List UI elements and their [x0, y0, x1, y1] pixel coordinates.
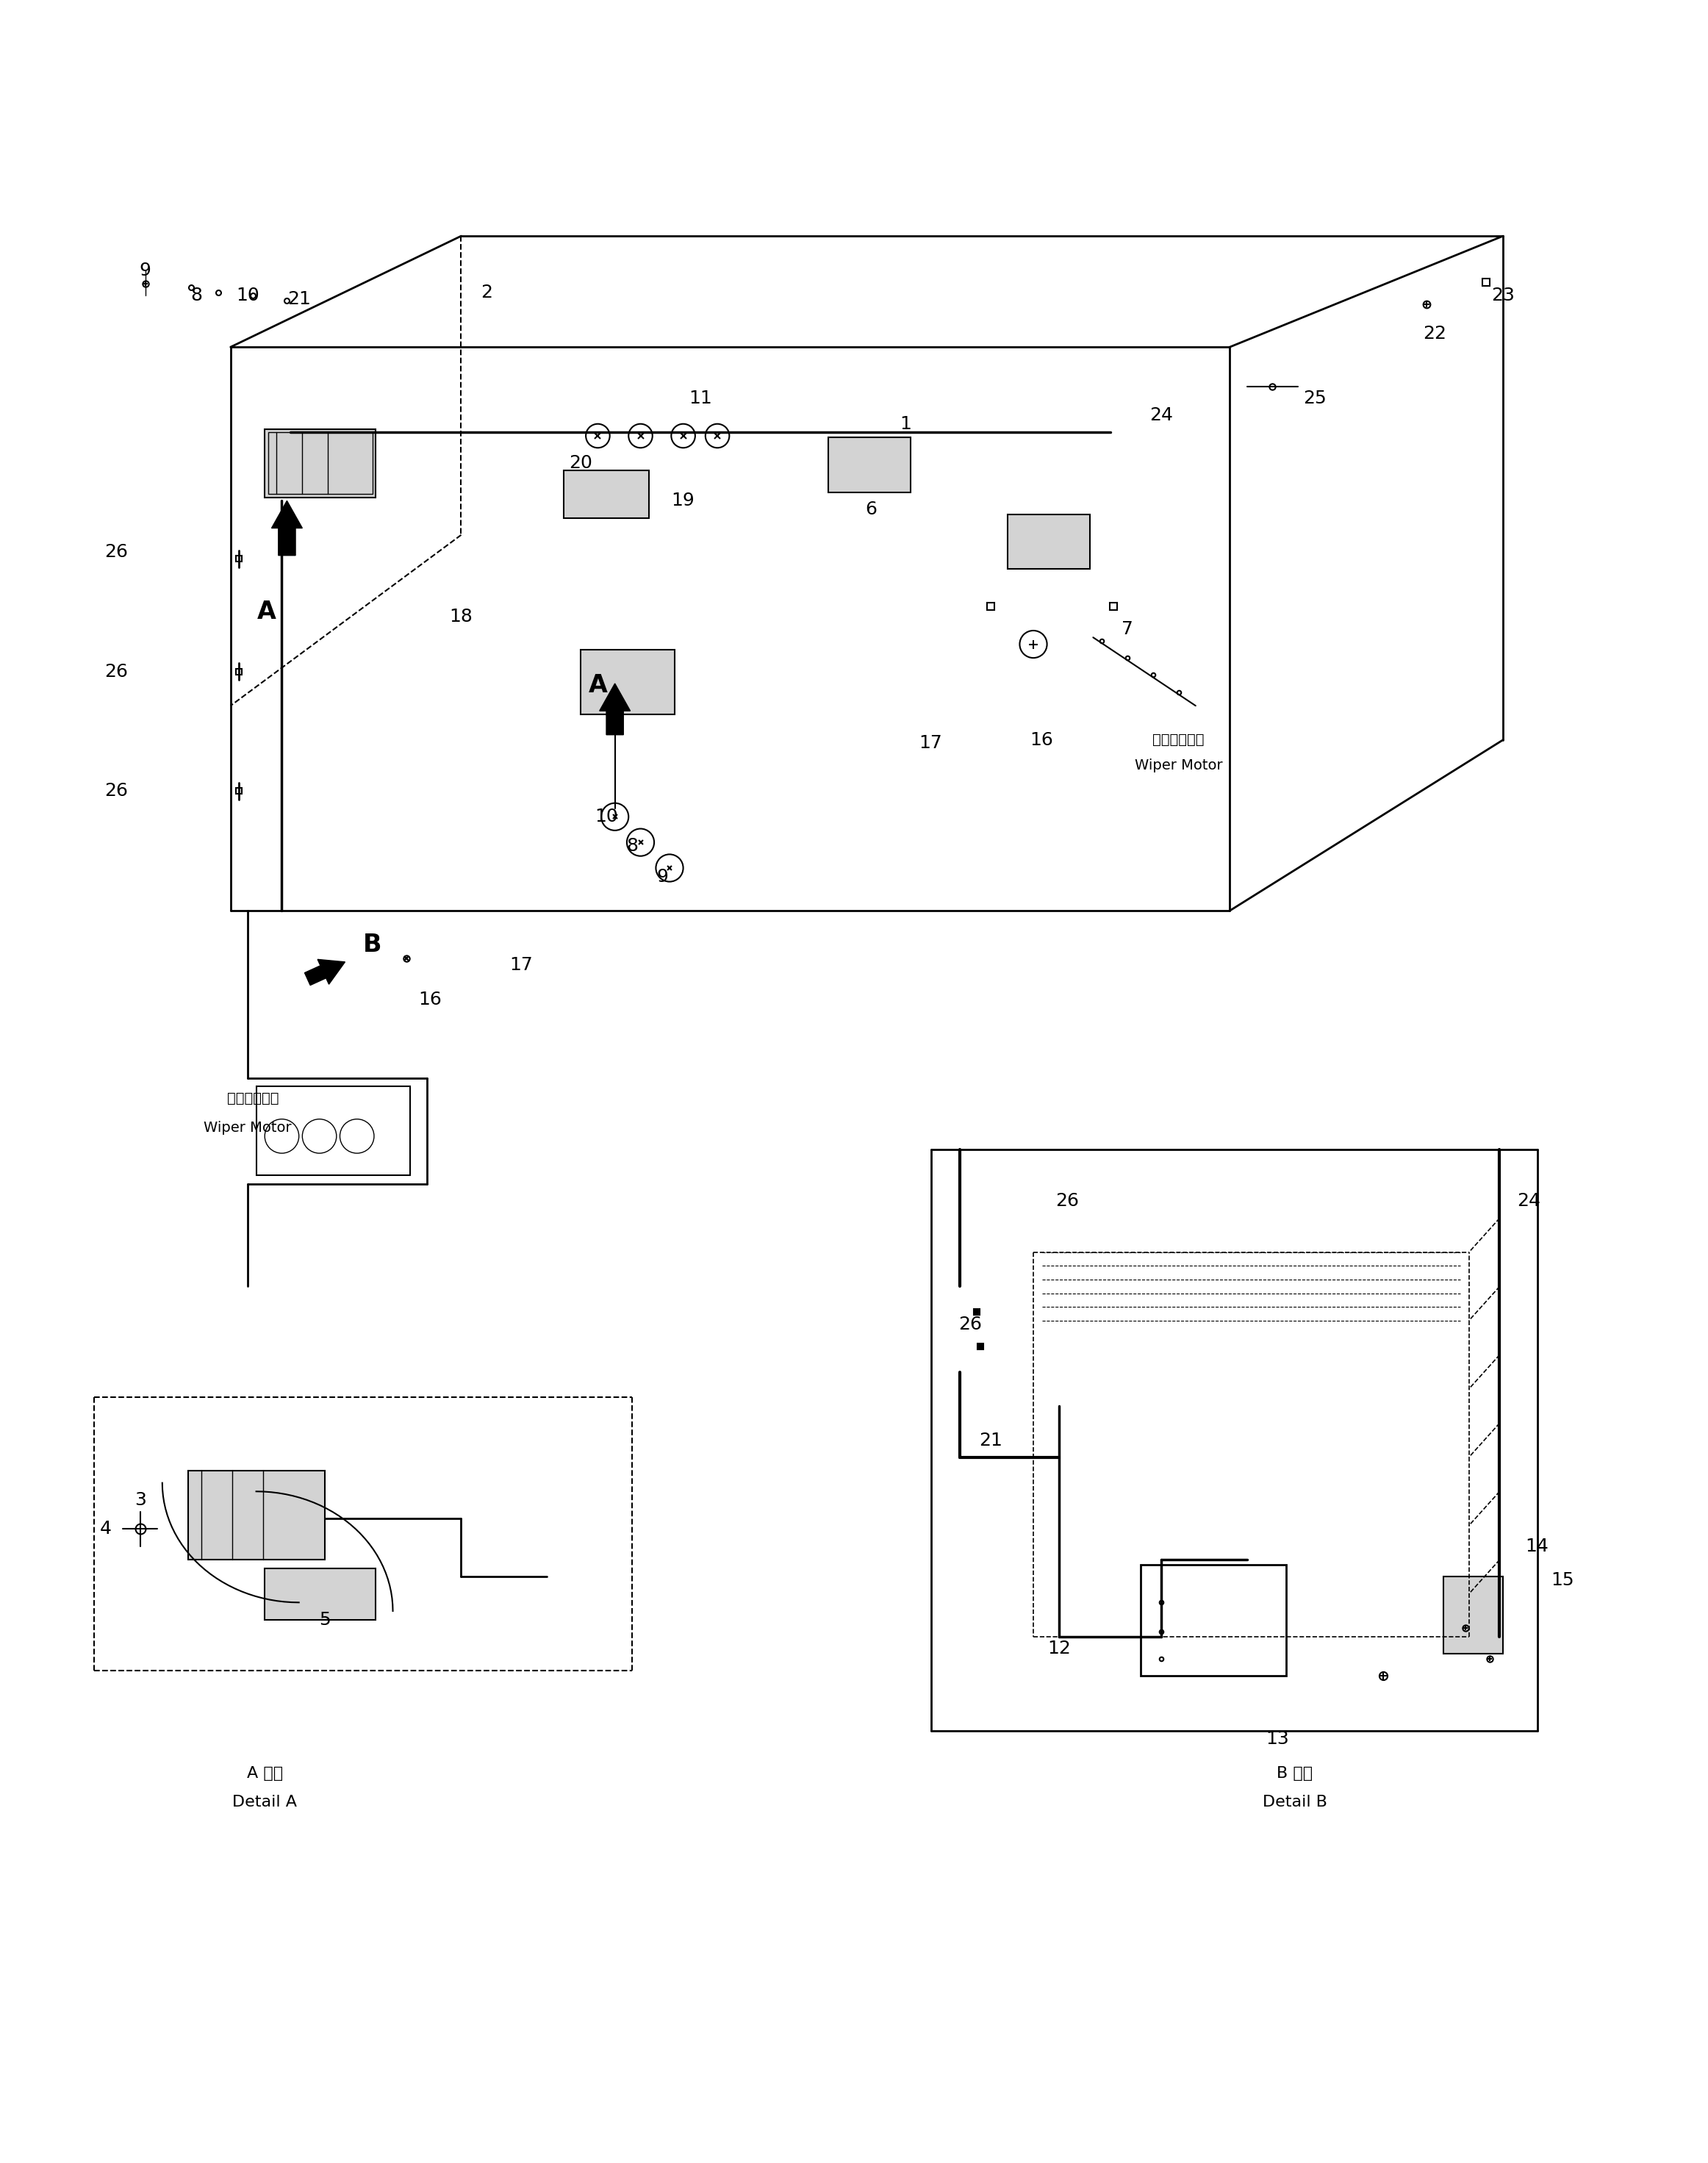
- Bar: [268, 433, 372, 493]
- Bar: [564, 469, 649, 517]
- Text: 10: 10: [236, 288, 260, 305]
- Text: 13: 13: [1266, 1730, 1290, 1748]
- Text: 5: 5: [319, 1611, 330, 1629]
- Text: A 詳細: A 詳細: [246, 1765, 284, 1780]
- Text: Wiper Motor: Wiper Motor: [1134, 759, 1223, 772]
- Bar: [188, 1471, 325, 1560]
- Text: 6: 6: [866, 500, 876, 519]
- Text: 19: 19: [671, 491, 695, 510]
- Text: 21: 21: [979, 1432, 1003, 1449]
- Text: 17: 17: [509, 956, 533, 973]
- Text: 3: 3: [135, 1490, 145, 1510]
- Text: 23: 23: [1491, 288, 1515, 305]
- FancyArrow shape: [272, 502, 302, 556]
- Text: 9: 9: [658, 867, 668, 885]
- Text: 16: 16: [418, 991, 442, 1008]
- Bar: [1141, 1564, 1286, 1676]
- Text: B 詳細: B 詳細: [1276, 1765, 1313, 1780]
- Text: 11: 11: [688, 389, 712, 407]
- Bar: [1008, 515, 1090, 569]
- Text: 26: 26: [104, 543, 128, 560]
- Text: A: A: [588, 673, 608, 696]
- Text: 15: 15: [1551, 1573, 1575, 1590]
- Text: 17: 17: [919, 735, 943, 753]
- Text: B: B: [364, 932, 381, 956]
- Text: 26: 26: [958, 1315, 982, 1332]
- Text: 12: 12: [1047, 1640, 1071, 1657]
- Text: 20: 20: [569, 454, 593, 472]
- Bar: [1443, 1577, 1503, 1655]
- Text: 10: 10: [594, 809, 618, 826]
- Text: ワイパモータ: ワイパモータ: [1153, 733, 1204, 746]
- Text: 25: 25: [1303, 389, 1327, 407]
- Text: Detail B: Detail B: [1262, 1795, 1327, 1810]
- Text: 26: 26: [104, 783, 128, 800]
- Text: 26: 26: [104, 662, 128, 681]
- Text: 22: 22: [1423, 324, 1447, 342]
- Text: 2: 2: [482, 283, 492, 301]
- Text: 18: 18: [449, 608, 473, 625]
- Bar: [256, 1086, 410, 1175]
- Text: 8: 8: [627, 837, 637, 854]
- Bar: [265, 428, 376, 497]
- Text: 9: 9: [140, 262, 150, 279]
- Text: Wiper Motor: Wiper Motor: [203, 1120, 292, 1136]
- Text: 24: 24: [1149, 407, 1173, 424]
- Text: 8: 8: [191, 288, 202, 305]
- Text: 1: 1: [900, 415, 910, 433]
- Text: 21: 21: [287, 290, 311, 307]
- FancyArrow shape: [304, 960, 345, 984]
- Text: 16: 16: [1030, 731, 1054, 748]
- Text: 14: 14: [1525, 1538, 1549, 1555]
- Text: 24: 24: [1517, 1192, 1541, 1209]
- Text: A: A: [256, 599, 277, 623]
- Text: ワイパモータ: ワイパモータ: [227, 1092, 278, 1105]
- Bar: [828, 437, 910, 493]
- Text: 26: 26: [1056, 1192, 1079, 1209]
- FancyArrow shape: [600, 684, 630, 735]
- Bar: [581, 649, 675, 714]
- Text: 4: 4: [101, 1521, 111, 1538]
- Text: 7: 7: [1122, 621, 1132, 638]
- Text: Detail A: Detail A: [232, 1795, 297, 1810]
- Bar: [265, 1568, 376, 1620]
